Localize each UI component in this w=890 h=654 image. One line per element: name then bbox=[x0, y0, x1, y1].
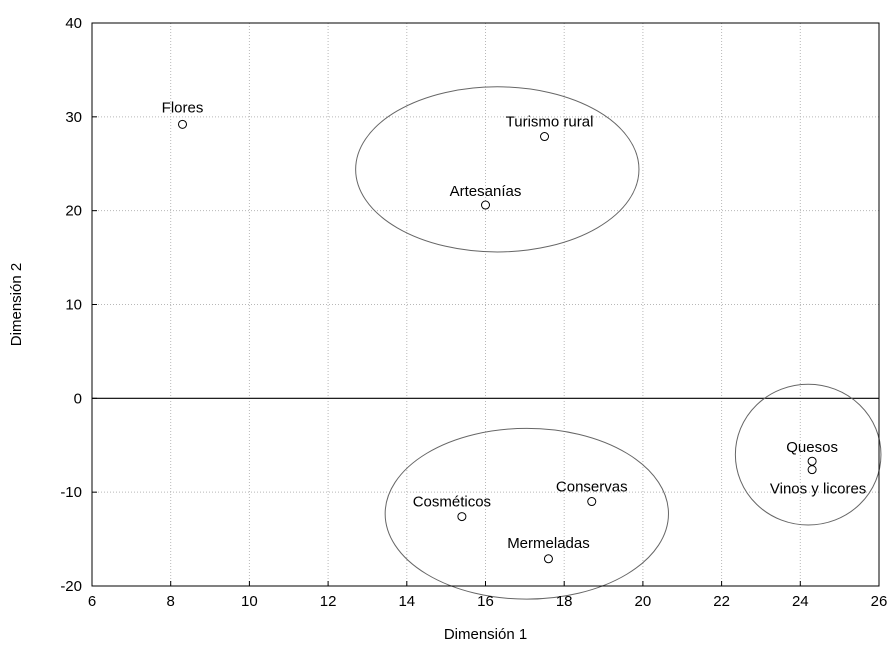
data-point bbox=[807, 465, 817, 475]
y-axis-title: Dimensión 2 bbox=[8, 263, 25, 346]
data-point bbox=[540, 132, 550, 142]
x-tick-label: 22 bbox=[713, 593, 730, 610]
y-tick-label: -20 bbox=[60, 578, 82, 595]
x-tick-label: 24 bbox=[792, 593, 809, 610]
point-label: Mermeladas bbox=[507, 535, 590, 552]
data-point bbox=[481, 200, 490, 210]
grid bbox=[92, 23, 879, 586]
y-tick-label: 0 bbox=[74, 390, 82, 407]
point-label: Flores bbox=[162, 99, 204, 116]
x-tick-label: 8 bbox=[167, 593, 175, 610]
x-tick-label: 16 bbox=[477, 593, 494, 610]
y-tick-label: 20 bbox=[65, 203, 82, 220]
point-label: Cosméticos bbox=[413, 494, 491, 511]
point-label: Quesos bbox=[786, 439, 838, 456]
cluster-ellipse bbox=[355, 86, 640, 253]
x-tick-label: 18 bbox=[556, 593, 573, 610]
data-point bbox=[587, 497, 597, 507]
point-label: Conservas bbox=[556, 479, 628, 496]
data-point bbox=[543, 554, 553, 564]
data-point bbox=[457, 512, 467, 522]
x-tick-label: 12 bbox=[320, 593, 337, 610]
x-tick-label: 6 bbox=[88, 593, 96, 610]
cluster-ellipse bbox=[734, 383, 882, 526]
y-tick-label: 30 bbox=[65, 109, 82, 126]
x-tick-label: 10 bbox=[241, 593, 258, 610]
x-tick-label: 14 bbox=[398, 593, 415, 610]
x-tick-label: 26 bbox=[871, 593, 888, 610]
data-point bbox=[178, 119, 188, 129]
data-points: Flores Turismo rural Artesanías Quesos Vinos… bbox=[162, 99, 866, 564]
y-tick-label: 40 bbox=[65, 15, 82, 32]
x-tick-label: 20 bbox=[635, 593, 652, 610]
axis-ticks: 6 8 10 12 14 16 18 20 22 24 26 -20 -10 0 10 20 30 40 bbox=[60, 15, 887, 610]
y-tick-label: 10 bbox=[65, 297, 82, 314]
cluster-ellipses bbox=[355, 86, 882, 600]
point-label: Artesanías bbox=[450, 183, 522, 200]
x-axis-title: Dimensión 1 bbox=[444, 626, 527, 643]
point-label: Vinos y licores bbox=[770, 481, 866, 498]
data-point bbox=[807, 456, 817, 466]
cluster-ellipse bbox=[384, 427, 669, 600]
point-label: Turismo rural bbox=[506, 114, 594, 131]
y-tick-label: -10 bbox=[60, 484, 82, 501]
